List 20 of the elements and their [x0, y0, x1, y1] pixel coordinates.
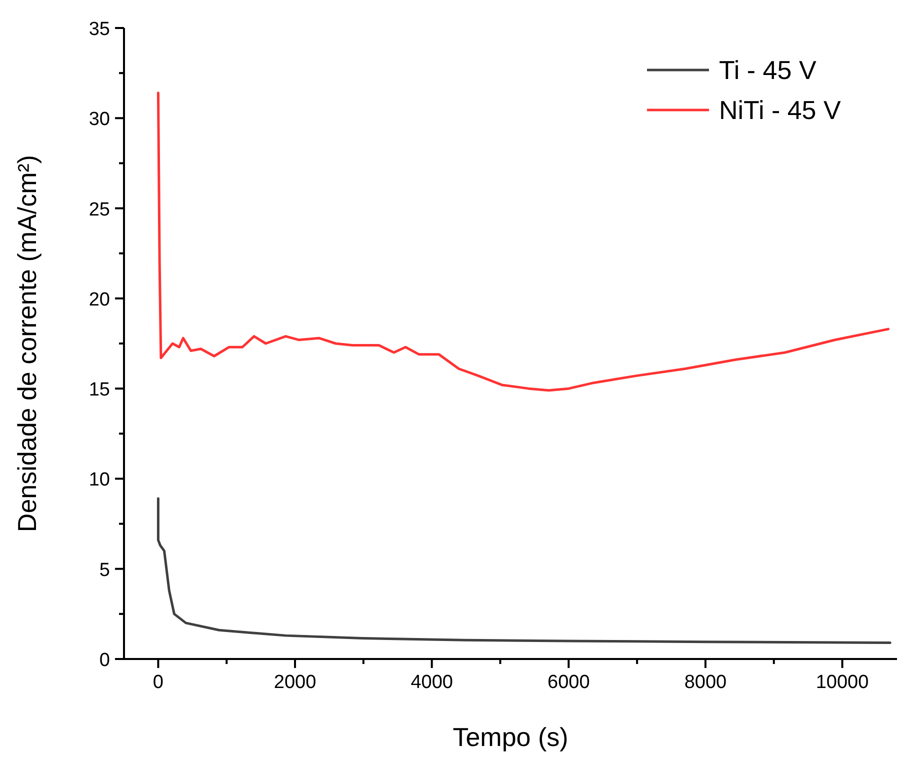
x-tick-label: 0: [152, 672, 164, 693]
x-axis-title: Tempo (s): [452, 722, 568, 752]
x-tick-label: 6000: [548, 672, 590, 693]
x-tick-label: 4000: [410, 672, 453, 693]
y-axis-title: Densidade de corrente (mA/cm²): [12, 154, 42, 532]
legend-label: Ti - 45 V: [719, 55, 817, 85]
line-series: [156, 92, 890, 392]
y-tick-label: 0: [99, 650, 110, 671]
y-tick-label: 20: [88, 289, 110, 310]
y-tick-label: 15: [88, 380, 110, 401]
legend-label: NiTi - 45 V: [719, 95, 842, 125]
y-tick-label: 25: [88, 199, 110, 220]
line-series: [156, 497, 892, 644]
y-tick-label: 10: [88, 470, 110, 491]
y-tick-label: 30: [88, 109, 110, 130]
x-tick-label: 10000: [816, 672, 869, 693]
x-tick-label: 2000: [274, 672, 316, 693]
y-tick-label: 5: [99, 560, 110, 581]
y-tick-label: 35: [88, 19, 110, 40]
x-tick-label: 8000: [684, 672, 727, 693]
